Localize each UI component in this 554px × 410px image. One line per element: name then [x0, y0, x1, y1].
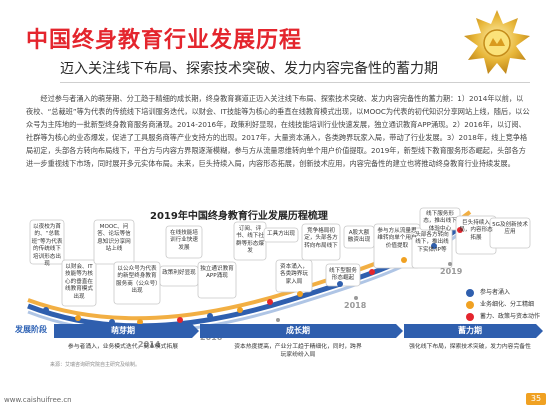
timeline-dot-10 — [337, 281, 343, 287]
legend-dot-blue — [466, 289, 474, 297]
note-box-1 — [29, 219, 65, 265]
note-box-2 — [61, 259, 97, 307]
stage-desc-growth: 资本热度提高，产业分工趋于精细化，同时，跨界玩家纷纷入局 — [234, 344, 362, 358]
note-7: 独立通识教育APP涌现 — [200, 266, 234, 280]
note-box-18 — [489, 217, 531, 249]
note-3: MOOC、问答、论坛等信息知识分享网站上线 — [97, 224, 131, 253]
legend-label: 参与者涌入 — [480, 289, 511, 296]
year-marker-2017 — [276, 318, 280, 322]
year-marker-2018 — [354, 296, 358, 300]
note-4: 以公众号为代表的新型终身教育服务商（公众号）出现 — [116, 266, 158, 295]
note-16: 线下服务形态，推出线下体验中心 — [423, 211, 457, 232]
note-14: 参与方从流量思维转向单个用户价值提取 — [377, 228, 417, 249]
timeline-dot-11 — [369, 269, 375, 275]
year-label-2018: 2018 — [344, 301, 367, 310]
stage-desc-accumulation: 强化线下布局，探索技术突破，发力内容完备性 — [409, 344, 531, 350]
timeline-dot-3 — [109, 319, 115, 325]
legend-label: 蓄力、政策与资本动作 — [480, 313, 541, 320]
note-12: A股大额融资出现 — [347, 230, 371, 244]
legend-label: 业务细化、分工精细 — [480, 301, 535, 308]
stage-desc-emergence: 参与者涌入，业务模式迭代，商业模式拓展 — [67, 344, 179, 350]
stage-bar-accumulation: 蓄力期 — [404, 324, 543, 338]
note-box-10 — [275, 259, 313, 293]
golden-emblem-icon — [464, 10, 530, 74]
note-13: 线下型服务形态崛起 — [329, 268, 357, 282]
year-label-2014: 2014 — [138, 340, 161, 349]
page-number: 35 — [526, 393, 546, 405]
subtitle-divider — [60, 82, 530, 83]
page-subtitle: 迈入关注线下布局、探索技术突破、发力内容完备性的蓄力期 — [60, 61, 438, 77]
timeline-dot-1 — [43, 307, 49, 313]
note-17: 巨头持续入局，内容形态拓展 — [459, 220, 493, 241]
intro-paragraph: 经过参与者涌入的萌芽期、分工趋于精细的成长期，终身教育赛道正迈入关注线下布局、探… — [26, 94, 530, 168]
note-box-7 — [197, 261, 237, 299]
note-2: 以财会、IT技能等为核心的垂直在线教育模式出现 — [65, 264, 93, 300]
note-box-9 — [263, 227, 299, 243]
footer-url[interactable]: www.caishuifree.cn — [4, 396, 72, 404]
legend-dot-red — [466, 313, 474, 321]
note-11: 竞争格局初定，头部各方转向布局线下 — [304, 228, 338, 249]
timeline-dot-2 — [75, 315, 81, 321]
timeline-dot-7 — [237, 307, 243, 313]
timeline-dot-5 — [177, 317, 183, 323]
note-5: 政策利好显现 — [162, 270, 196, 276]
legend-item: 参与者涌入 — [466, 289, 546, 297]
timeline-dot-8 — [267, 299, 273, 305]
note-6: 在线技能培训行业快速发展 — [170, 230, 198, 251]
note-box-6 — [165, 225, 203, 259]
source-note: 来源：艾瑞咨询研究院自主研究及绘制。 — [50, 362, 141, 368]
legend-dot-orange — [466, 301, 474, 309]
timeline-dot-6 — [207, 313, 213, 319]
chart-title: 2019年中国终身教育行业发展历程梳理 — [150, 211, 328, 222]
page-title: 中国终身教育行业发展历程 — [26, 28, 303, 53]
note-box-13 — [325, 263, 361, 287]
year-marker-2019 — [448, 262, 452, 266]
chart-legend: 参与者涌入 业务细化、分工精细 蓄力、政策与资本动作 — [466, 289, 546, 325]
timeline-dot-4 — [137, 319, 143, 325]
note-18: 5G及创新技术应用 — [492, 222, 528, 236]
note-10: 资本涌入，各类跨界玩家入局 — [280, 264, 308, 285]
stage-bar-emergence: 萌芽期 — [54, 324, 199, 338]
note-8: 订阅、评书、线下社群等形态爆发 — [236, 226, 264, 255]
note-1: 以夜校为首的、“总裁班”等为代表的传统线下培训形态出现 — [31, 224, 63, 268]
note-box-11 — [301, 223, 341, 261]
note-15: 头部各方转向线下，推出线下实体/IP等 — [415, 232, 449, 253]
timeline-dot-9 — [297, 291, 303, 297]
stage-bar-growth: 成长期 — [200, 324, 403, 338]
legend-item: 业务细化、分工精细 — [466, 301, 546, 309]
timeline-dot-13 — [431, 243, 437, 249]
stage-row-label: 发展阶段 — [15, 325, 47, 334]
year-label-2019: 2019 — [440, 267, 463, 276]
timeline-dot-14 — [457, 227, 463, 233]
legend-item: 蓄力、政策与资本动作 — [466, 313, 546, 321]
timeline-dot-12 — [401, 257, 407, 263]
note-9: 工具方出现 — [267, 231, 295, 237]
